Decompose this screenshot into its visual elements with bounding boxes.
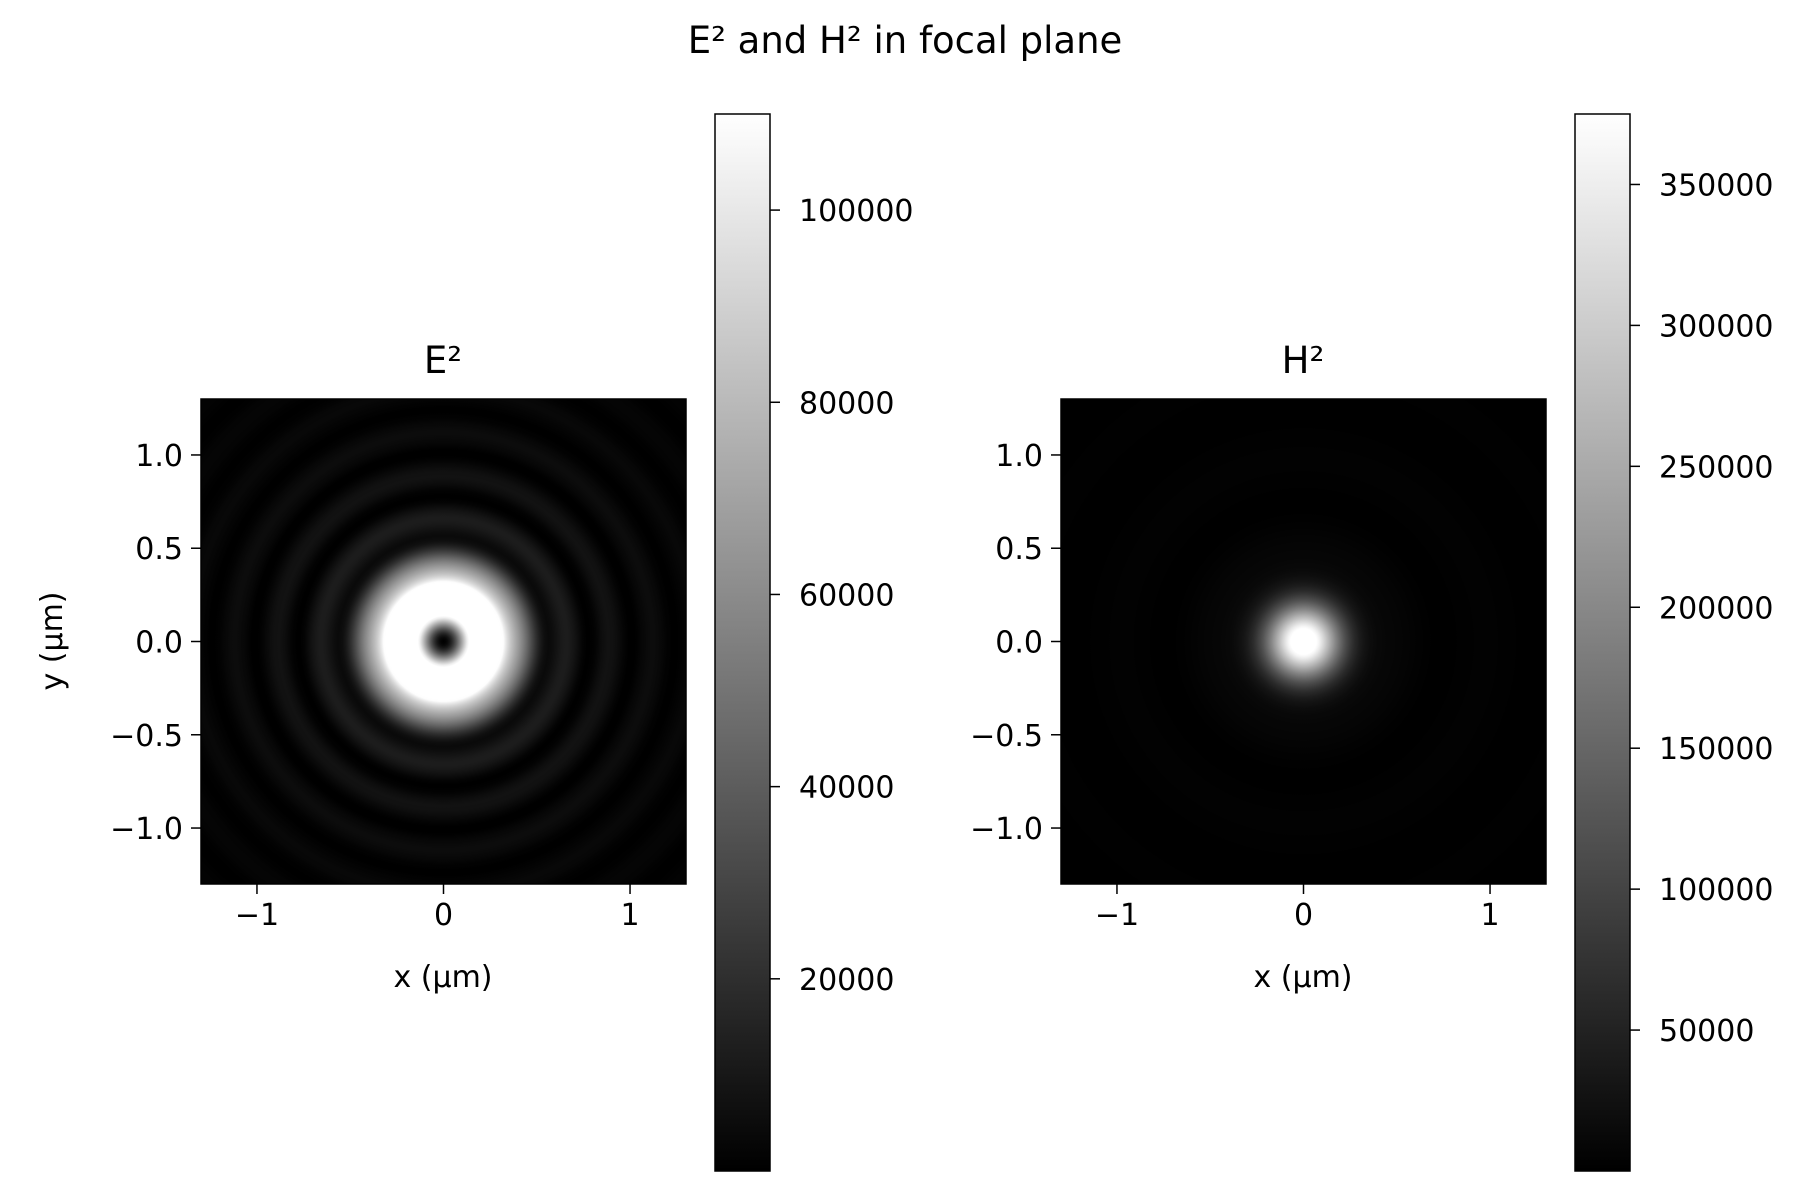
x-ticks-h: −1 0 1 — [1095, 884, 1500, 933]
figure-title: E² and H² in focal plane — [688, 19, 1123, 62]
x-axis-label-e: x (µm) — [393, 960, 492, 995]
panel-h-squared: H² −1 0 1 1.0 0.5 0.0 −0.5 −1.0 x (µm) 50000 10… — [970, 113, 1774, 1172]
colorbar-tick-label: 60000 — [799, 578, 894, 613]
panel-title-e: E² — [424, 339, 462, 382]
y-axis-label-e: y (µm) — [35, 591, 70, 690]
y-tick-label: −0.5 — [110, 719, 183, 754]
colorbar-tick-label: 300000 — [1659, 309, 1774, 344]
colorbar-tick-label: 350000 — [1659, 168, 1774, 203]
heatmap-h — [1061, 399, 1546, 884]
colorbar-tick-label: 250000 — [1659, 450, 1774, 485]
panel-e-squared: E² −1 0 1 1.00.50.0−0.5−1.0 x (µm) y (µm) … — [35, 113, 914, 1172]
x-tick-label: 1 — [1480, 898, 1499, 933]
colorbar-tick-label: 100000 — [1659, 873, 1774, 908]
heatmap-e — [201, 399, 686, 884]
colorbar-tick-label: 100000 — [799, 194, 914, 229]
y-tick-label: 0.0 — [135, 626, 183, 661]
colorbar-h — [1574, 113, 1631, 1172]
y-tick-label: 1.0 — [135, 439, 183, 474]
x-tick-label: −1 — [1095, 898, 1139, 933]
y-ticks-e: 1.0 0.5 0.0 −0.5 −1.0 — [110, 439, 201, 847]
y-tick-label: 0.5 — [995, 532, 1043, 567]
y-tick-label: 0.0 — [995, 626, 1043, 661]
colorbar-tick-label: 80000 — [799, 386, 894, 421]
x-axis-label-h: x (µm) — [1253, 960, 1352, 995]
y-ticks-h: 1.0 0.5 0.0 −0.5 −1.0 — [970, 439, 1061, 847]
colorbar-ticks-e: 20000 40000 60000 80000 100000 — [770, 194, 914, 998]
x-tick-label: 0 — [1294, 898, 1313, 933]
colorbar-tick-label: 40000 — [799, 771, 894, 806]
x-tick-label: 0 — [434, 898, 453, 933]
colorbar-tick-label: 50000 — [1659, 1014, 1754, 1049]
x-tick-label: −1 — [235, 898, 279, 933]
colorbar-tick-label: 150000 — [1659, 732, 1774, 767]
y-tick-label: −0.5 — [970, 719, 1043, 754]
y-tick-label: 0.5 — [135, 532, 183, 567]
y-tick-label: −1.0 — [110, 812, 183, 847]
colorbar-e — [714, 113, 771, 1172]
colorbar-ticks-h: 50000 100000 150000 200000 250000 300000 35000… — [1630, 168, 1774, 1049]
panel-title-h: H² — [1282, 339, 1325, 382]
colorbar-tick-label: 200000 — [1659, 591, 1774, 626]
y-tick-label: 1.0 — [995, 439, 1043, 474]
x-ticks-e: −1 0 1 — [235, 884, 640, 933]
y-tick-label: −1.0 — [970, 812, 1043, 847]
x-tick-label: 1 — [620, 898, 639, 933]
colorbar-tick-label: 20000 — [799, 963, 894, 998]
